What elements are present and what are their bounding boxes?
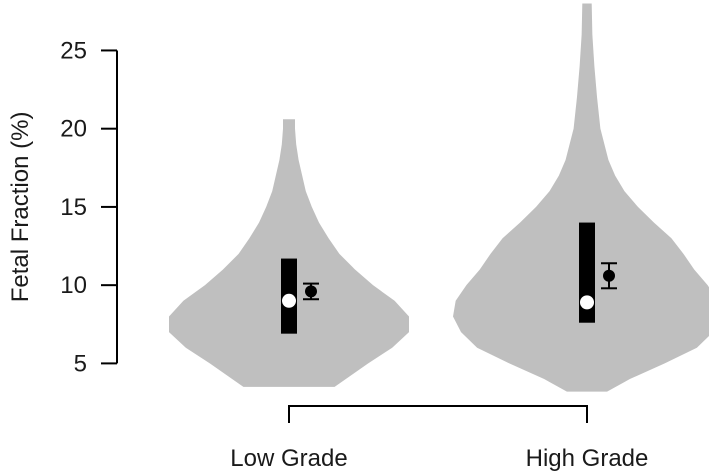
x-category-label: High Grade: [526, 445, 649, 472]
median-point: [282, 293, 296, 308]
median-point: [580, 295, 594, 310]
y-tick-label: 20: [60, 116, 87, 143]
y-axis-title: Fetal Fraction (%): [7, 112, 34, 303]
violin-shape: [169, 119, 409, 387]
y-tick-label: 5: [74, 350, 87, 377]
x-axis-bracket: [288, 405, 588, 423]
mean-point: [305, 285, 317, 298]
y-tick-label: 15: [60, 194, 87, 221]
y-axis: 5 10 15 20 25: [60, 37, 118, 377]
y-ticks: 5 10 15 20 25: [60, 37, 117, 377]
y-tick-label: 10: [60, 272, 87, 299]
violin-shape: [453, 3, 709, 392]
x-axis: Low Grade High Grade: [230, 405, 649, 472]
x-category-label: Low Grade: [230, 445, 347, 472]
mean-point: [603, 269, 615, 282]
violins: [169, 3, 709, 392]
y-tick-label: 25: [60, 37, 87, 64]
